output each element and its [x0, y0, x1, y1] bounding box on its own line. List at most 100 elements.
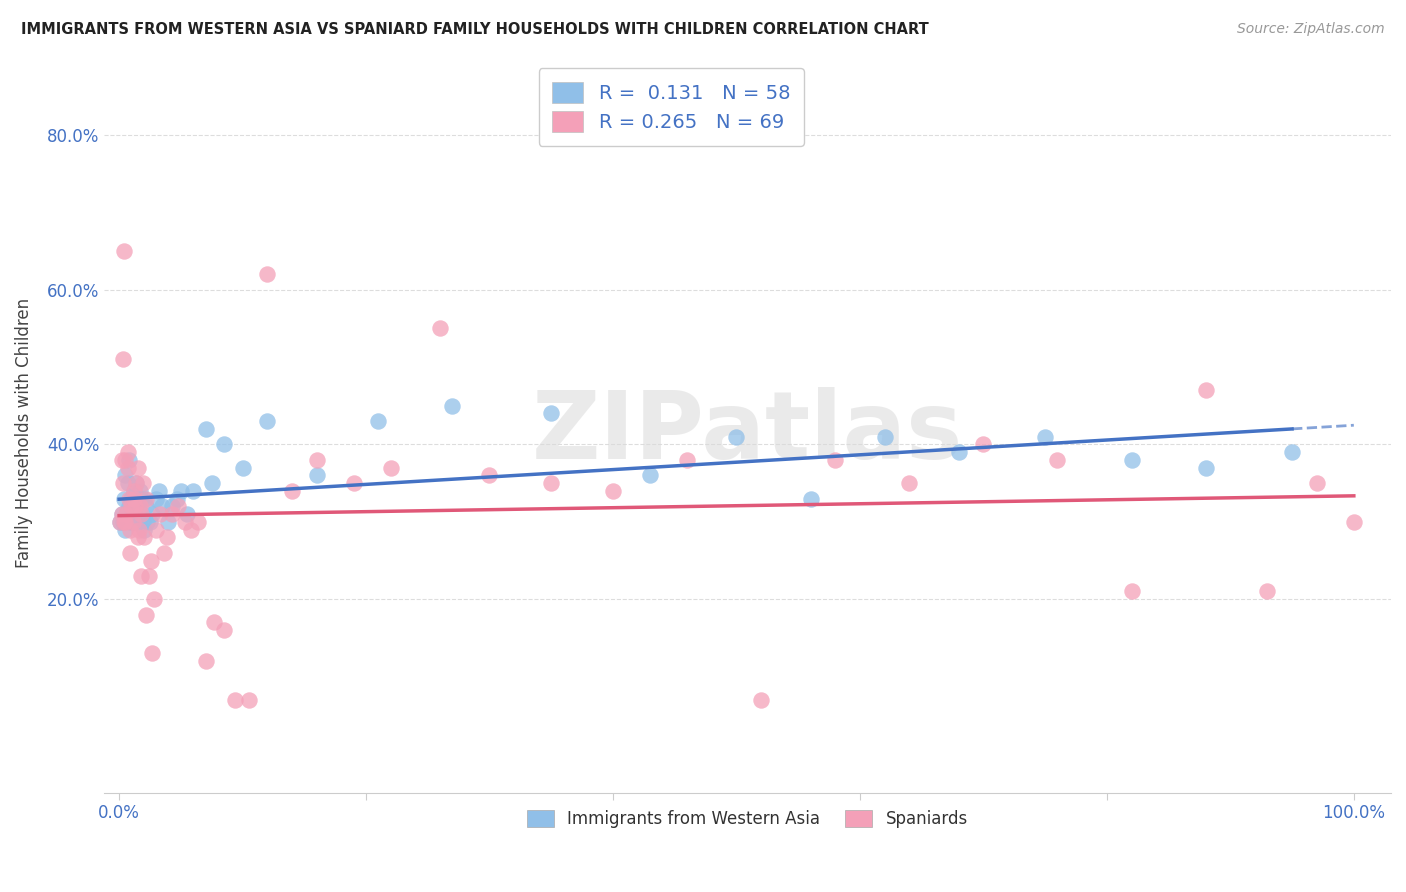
- Point: [972, 437, 994, 451]
- Point: [676, 453, 699, 467]
- Point: [305, 468, 328, 483]
- Point: [129, 500, 152, 514]
- Point: [129, 483, 152, 498]
- Point: [124, 500, 146, 514]
- Point: [125, 476, 148, 491]
- Point: [132, 523, 155, 537]
- Text: IMMIGRANTS FROM WESTERN ASIA VS SPANIARD FAMILY HOUSEHOLDS WITH CHILDREN CORRELA: IMMIGRANTS FROM WESTERN ASIA VS SPANIARD…: [21, 22, 929, 37]
- Point: [128, 523, 150, 537]
- Point: [115, 507, 138, 521]
- Point: [148, 483, 170, 498]
- Point: [224, 693, 246, 707]
- Point: [1195, 384, 1218, 398]
- Point: [111, 515, 134, 529]
- Point: [799, 491, 821, 506]
- Point: [132, 530, 155, 544]
- Point: [212, 437, 235, 451]
- Point: [202, 615, 225, 630]
- Point: [441, 399, 464, 413]
- Point: [120, 515, 142, 529]
- Point: [141, 646, 163, 660]
- Point: [110, 515, 132, 529]
- Point: [1306, 476, 1329, 491]
- Point: [125, 476, 148, 491]
- Point: [149, 507, 172, 521]
- Point: [1121, 453, 1143, 467]
- Point: [478, 468, 501, 483]
- Point: [112, 515, 135, 529]
- Point: [1281, 445, 1303, 459]
- Point: [124, 500, 146, 514]
- Point: [602, 483, 624, 498]
- Point: [176, 507, 198, 521]
- Point: [118, 491, 141, 506]
- Point: [129, 491, 152, 506]
- Point: [898, 476, 921, 491]
- Point: [122, 483, 145, 498]
- Point: [139, 515, 162, 529]
- Point: [114, 468, 136, 483]
- Point: [111, 352, 134, 367]
- Point: [127, 460, 149, 475]
- Point: [256, 414, 278, 428]
- Point: [122, 507, 145, 521]
- Point: [170, 483, 193, 498]
- Point: [948, 445, 970, 459]
- Point: [127, 500, 149, 514]
- Y-axis label: Family Households with Children: Family Households with Children: [15, 298, 32, 568]
- Point: [142, 592, 165, 607]
- Point: [160, 500, 183, 514]
- Text: ZIPatlas: ZIPatlas: [531, 387, 963, 479]
- Point: [540, 407, 562, 421]
- Point: [150, 500, 173, 514]
- Point: [380, 460, 402, 475]
- Point: [212, 623, 235, 637]
- Legend: Immigrants from Western Asia, Spaniards: Immigrants from Western Asia, Spaniards: [520, 803, 974, 835]
- Point: [1046, 453, 1069, 467]
- Point: [110, 507, 132, 521]
- Point: [173, 515, 195, 529]
- Point: [305, 453, 328, 467]
- Point: [141, 553, 163, 567]
- Point: [127, 515, 149, 529]
- Point: [120, 546, 142, 560]
- Point: [131, 515, 153, 529]
- Point: [180, 523, 202, 537]
- Point: [281, 483, 304, 498]
- Point: [1343, 515, 1365, 529]
- Point: [638, 468, 661, 483]
- Point: [194, 654, 217, 668]
- Point: [129, 569, 152, 583]
- Point: [117, 460, 139, 475]
- Point: [145, 491, 167, 506]
- Point: [367, 414, 389, 428]
- Point: [114, 523, 136, 537]
- Point: [1256, 584, 1278, 599]
- Point: [124, 515, 146, 529]
- Point: [127, 530, 149, 544]
- Point: [238, 693, 260, 707]
- Point: [160, 507, 183, 521]
- Point: [135, 500, 157, 514]
- Point: [157, 515, 180, 529]
- Point: [201, 476, 224, 491]
- Point: [167, 500, 190, 514]
- Point: [131, 476, 153, 491]
- Point: [128, 507, 150, 521]
- Point: [1195, 460, 1218, 475]
- Point: [110, 507, 132, 521]
- Point: [129, 507, 152, 521]
- Point: [194, 422, 217, 436]
- Point: [121, 500, 143, 514]
- Point: [120, 515, 142, 529]
- Point: [429, 321, 451, 335]
- Point: [256, 267, 278, 281]
- Text: Source: ZipAtlas.com: Source: ZipAtlas.com: [1237, 22, 1385, 37]
- Point: [1033, 430, 1056, 444]
- Point: [112, 244, 135, 258]
- Point: [145, 523, 167, 537]
- Point: [114, 515, 136, 529]
- Point: [115, 507, 138, 521]
- Point: [117, 476, 139, 491]
- Point: [120, 523, 142, 537]
